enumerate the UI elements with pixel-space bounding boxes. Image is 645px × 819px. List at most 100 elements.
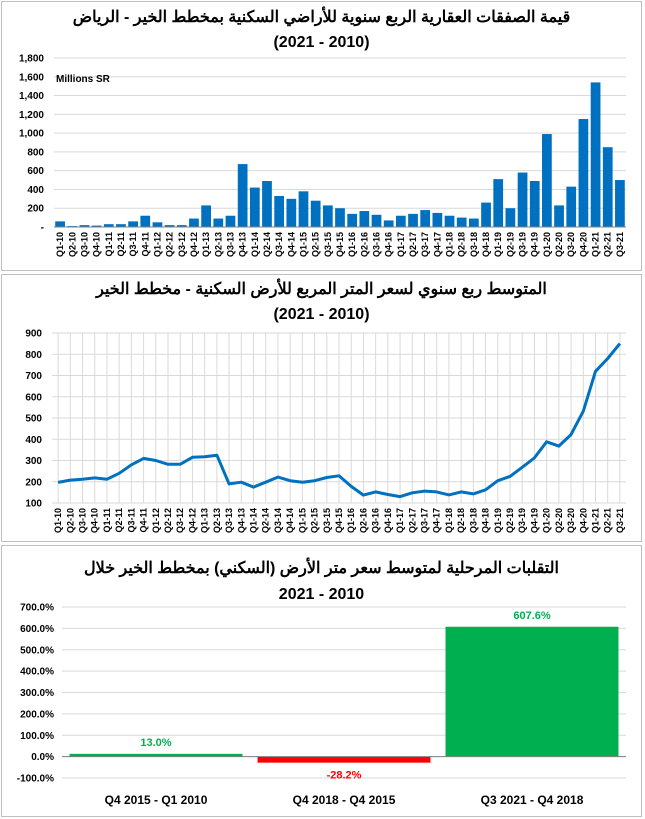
x-tick-label: Q2-12 xyxy=(163,508,173,533)
bar xyxy=(286,198,297,227)
x-tick-label: Q4-13 xyxy=(236,508,246,533)
bar xyxy=(225,215,236,227)
x-tick-label: Q3-20 xyxy=(566,232,576,257)
x-tick-label: Q2-16 xyxy=(358,508,368,533)
x-tick-label: Q3-12 xyxy=(175,508,185,533)
bar xyxy=(517,172,528,227)
x-tick-label: Q4-13 xyxy=(238,232,248,257)
x-tick-label: Q1-10 xyxy=(55,232,65,257)
bar xyxy=(201,205,211,227)
bar xyxy=(408,213,418,227)
y-tick-label: 1,600 xyxy=(19,72,44,83)
x-tick-label: Q1-19 xyxy=(493,508,503,533)
y-tick-label: 100 xyxy=(25,499,42,510)
x-tick-label: Q3-13 xyxy=(225,232,235,257)
y-tick-label: 0.0% xyxy=(31,752,54,763)
x-tick-label: Q3-17 xyxy=(419,508,429,533)
bar xyxy=(79,225,90,227)
bar xyxy=(590,82,601,228)
bar xyxy=(481,202,491,227)
transactions-bar-chart: - 200 400 600 800 1,000 1,200 1,400 1,600 1,800 Mi… xyxy=(19,54,626,257)
bar xyxy=(602,147,613,227)
bar xyxy=(371,214,382,227)
x-tick-label: Q2-13 xyxy=(212,508,222,533)
unit-label: Millions SR xyxy=(56,74,111,85)
x-tick-label: Q1-15 xyxy=(298,232,308,257)
transactions-chart-panel: قيمة الصفقات العقارية الربع سنوية للأراض… xyxy=(1,1,642,271)
bar xyxy=(493,179,504,227)
x-tick-label: Q1-16 xyxy=(347,232,357,257)
x-tick-label: Q2-12 xyxy=(165,232,175,257)
y-tick-label: 1,800 xyxy=(19,54,44,65)
y-tick-label: -100.0% xyxy=(17,774,54,785)
bar xyxy=(262,180,272,227)
y-tick-label: 1,000 xyxy=(19,129,44,140)
y-tick-label: 200 xyxy=(27,204,44,215)
x-tick-label: Q1-11 xyxy=(102,508,112,533)
bar xyxy=(103,224,114,227)
chart1-title-line2: (2021 - 2010) xyxy=(273,34,370,51)
x-tick-label: Q1-18 xyxy=(445,232,455,257)
x-tick-label: Q2-14 xyxy=(261,508,271,533)
y-tick-label: 200 xyxy=(25,477,42,488)
x-tick-label: Q4-11 xyxy=(140,232,150,257)
x-tick-label: Q4-17 xyxy=(432,232,442,257)
y-tick-label: 900 xyxy=(25,329,42,340)
bar xyxy=(274,196,285,227)
y-tick-label: 800 xyxy=(27,147,44,158)
x-tick-label: Q3-14 xyxy=(274,232,284,257)
x-tick-label: Q2-13 xyxy=(213,232,223,257)
y-tick-label: 600 xyxy=(25,392,42,403)
bar xyxy=(444,215,455,227)
x-tick-label: Q3-17 xyxy=(420,232,430,257)
chart3-title-line2: 2021 - 2010 xyxy=(278,586,365,603)
x-tick-label: Q2-11 xyxy=(116,232,126,257)
x-tick-label: Q1-13 xyxy=(200,508,210,533)
x-tick-label: Q3-11 xyxy=(126,508,136,533)
x-tick-label: Q3-11 xyxy=(128,232,138,257)
x-tick-label: Q2-17 xyxy=(408,232,418,257)
x-tick-label: Q2-20 xyxy=(554,508,564,533)
y-tick-label: 700.0% xyxy=(20,603,54,614)
bar xyxy=(152,222,163,227)
x-tick-label: Q3-19 xyxy=(518,232,528,257)
y-tick-label: 500 xyxy=(25,414,42,425)
x-tick-label: Q4-18 xyxy=(481,232,491,257)
x-tick-label: Q3-15 xyxy=(323,232,333,257)
bar xyxy=(140,215,151,227)
y-tick-label: 300.0% xyxy=(20,688,54,699)
x-tick-label: Q4-20 xyxy=(578,508,588,533)
x-tick-label: Q3-20 xyxy=(566,508,576,533)
x-tick-label: Q4-12 xyxy=(187,508,197,533)
x-tick-label: Q3-19 xyxy=(517,508,527,533)
x-tick-label: Q2-19 xyxy=(505,232,515,257)
x-tick-label: Q1-19 xyxy=(493,232,503,257)
x-tick-label: Q4-12 xyxy=(189,232,199,257)
bar xyxy=(164,225,175,227)
x-tick-label: Q1-11 xyxy=(104,232,114,257)
x-tick-label: Q4-16 xyxy=(383,508,393,533)
bar xyxy=(116,224,126,227)
bar xyxy=(615,180,625,227)
x-tick-label: Q2-14 xyxy=(262,232,272,257)
bar xyxy=(213,218,224,227)
x-tick-label: Q1-18 xyxy=(444,508,454,533)
bar xyxy=(505,208,516,227)
bar xyxy=(359,211,370,227)
x-tick-label: Q3-18 xyxy=(469,232,479,257)
bar xyxy=(55,221,65,227)
x-tick-label: Q3-16 xyxy=(371,508,381,533)
x-tick-label: Q1-14 xyxy=(249,508,259,533)
bar xyxy=(420,210,431,227)
bar xyxy=(395,215,406,227)
x-tick-label: Q3-13 xyxy=(224,508,234,533)
bar xyxy=(257,756,431,763)
x-tick-label: Q3 2021 - Q4 2018 xyxy=(481,793,584,807)
x-tick-label: Q1-17 xyxy=(396,232,406,257)
y-tick-label: 800 xyxy=(25,350,42,361)
y-tick-label: 1,200 xyxy=(19,110,44,121)
x-tick-label: Q4-14 xyxy=(286,232,296,257)
x-tick-label: Q4-20 xyxy=(578,232,588,257)
x-tick-label: Q3-21 xyxy=(615,508,625,533)
